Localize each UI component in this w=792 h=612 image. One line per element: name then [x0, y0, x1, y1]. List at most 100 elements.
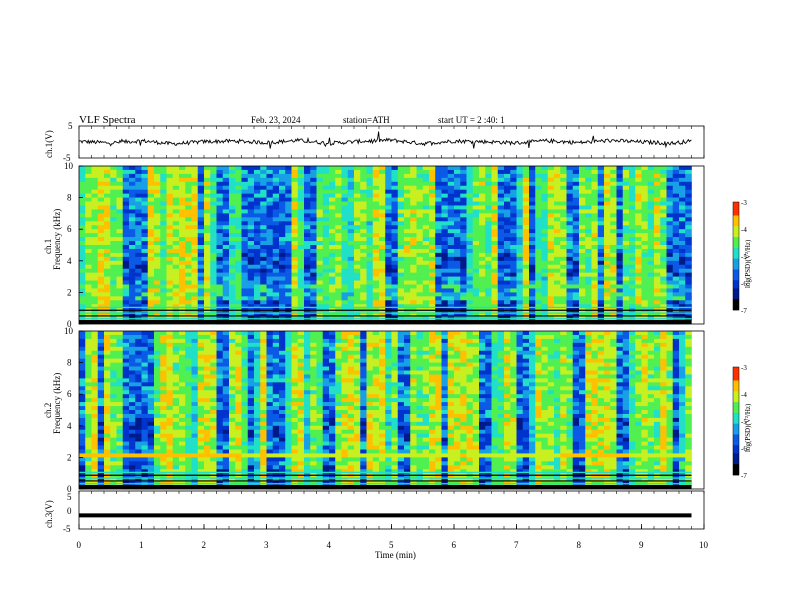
spec1-cell [85, 181, 92, 187]
spec2-cell [229, 362, 236, 367]
spec1-cell [385, 213, 392, 218]
spec1-cell [222, 268, 230, 273]
spec1-cell [129, 173, 136, 179]
spec1-cell [335, 292, 342, 297]
spec1-cell [304, 205, 311, 210]
spec2-cell [216, 350, 224, 355]
spec1-cell [291, 300, 299, 305]
spec1-cell [335, 304, 342, 309]
spec1-cell [216, 205, 224, 210]
spec1-cell [566, 280, 574, 285]
spec2-cell [197, 413, 205, 419]
spec2-cell [179, 457, 186, 462]
spec1-cell [347, 288, 355, 293]
spec1-cell [385, 248, 392, 254]
spec1-cell [404, 264, 411, 269]
spec2-cell [172, 469, 180, 474]
spec1-cell [216, 252, 224, 258]
spec1-cell [366, 276, 374, 281]
spec1-cell [197, 268, 205, 273]
spec1-cell [460, 166, 467, 171]
spec1-cell [229, 221, 236, 226]
spec1-cell [491, 177, 499, 183]
spec1-cell [591, 252, 599, 258]
spec1-cell [272, 213, 280, 218]
spec1-cell [272, 177, 280, 183]
spec1-cell [204, 197, 211, 202]
spec1-cell [422, 181, 430, 187]
spec1-cell [616, 296, 624, 301]
spec1-cell [379, 252, 386, 258]
spec1-cell [216, 296, 224, 301]
spec2-cell [147, 354, 155, 359]
spec2-cell [160, 469, 167, 474]
spec1-cell [304, 237, 311, 242]
spec2-cell [216, 413, 224, 419]
spec1-cell [104, 264, 111, 269]
spec1-cell [679, 248, 686, 254]
spec2-cell [85, 461, 92, 466]
spec1-cell [260, 260, 267, 266]
spec2-cell [210, 342, 217, 348]
spec1-cell [679, 268, 686, 273]
spec1-cell [422, 312, 430, 317]
spec2-cell [97, 453, 105, 458]
spec1-cell [560, 229, 567, 234]
spec2-cell [185, 338, 192, 344]
spec1-cell [616, 292, 624, 297]
spec1-cell [279, 280, 286, 285]
spec1-cell [285, 312, 292, 317]
spec1-cell [204, 272, 211, 277]
spec1-cell [660, 193, 667, 198]
spec1-cell [660, 201, 667, 206]
spec2-cell [141, 457, 149, 462]
spec1-cell [372, 245, 380, 250]
spec1-cell [535, 193, 542, 198]
spec1-cell [272, 221, 280, 226]
spec1-cell [360, 268, 367, 273]
spec1-cell [391, 256, 399, 262]
spec1-cell [247, 268, 255, 273]
spec1-cell [335, 169, 342, 175]
spec1-cell [441, 292, 449, 297]
spec1-cell [185, 189, 192, 194]
spec1-cell [647, 268, 655, 273]
spec1-cell [679, 292, 686, 297]
spec1-cell [666, 201, 674, 206]
spec2-cell [210, 461, 217, 466]
spec1-cell [329, 284, 336, 289]
spec1-cell [635, 280, 642, 285]
spec1-cell [266, 312, 274, 317]
spec1-cell [641, 193, 649, 198]
spec1-cell [354, 181, 361, 187]
spec1-cell [229, 169, 236, 175]
spec1-cell [435, 252, 442, 258]
spec1-cell [166, 197, 174, 202]
spec1-cell [91, 292, 99, 297]
spec2-cell [210, 413, 217, 419]
spec1-cell [122, 260, 130, 266]
spec1-cell [360, 300, 367, 305]
spec2-cell [197, 406, 205, 411]
spec1-cell [622, 296, 630, 301]
spec2-cell [222, 382, 230, 387]
spec2-cell [179, 398, 186, 403]
spec1-cell [504, 260, 511, 266]
spec1-cell [529, 260, 536, 266]
spec1-cell [610, 245, 617, 250]
spec1-cell [504, 237, 511, 242]
spec1-cell [485, 312, 492, 317]
spec1-cell [579, 201, 586, 206]
spec1-cell [597, 280, 605, 285]
spec1-cell [379, 189, 386, 194]
spec1-cell [116, 193, 124, 198]
spec1-cell [266, 288, 274, 293]
spec1-cell [497, 252, 505, 258]
spec2-cell [135, 406, 142, 411]
spec1-cell [129, 169, 136, 175]
spec1-cell [566, 245, 574, 250]
spec1-cell [172, 312, 180, 317]
spec1-cell [454, 185, 461, 190]
spec1-cell [554, 280, 561, 285]
spec1-cell [541, 225, 549, 230]
